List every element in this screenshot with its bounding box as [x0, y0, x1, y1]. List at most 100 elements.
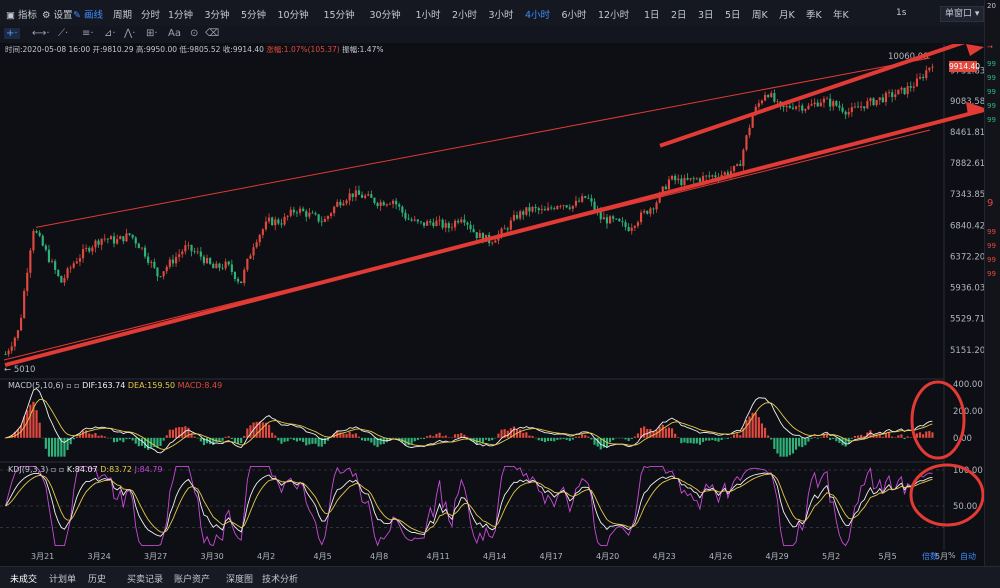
macd-bar	[881, 436, 884, 438]
candle-body	[116, 239, 119, 244]
candle-body	[236, 278, 240, 282]
period-tab[interactable]: 12小时	[598, 10, 630, 21]
period-tab[interactable]: 年K	[833, 10, 849, 21]
indicators-button[interactable]: ▣ 指标	[6, 10, 38, 21]
period-tab[interactable]: 4小时	[525, 10, 551, 21]
interval-button[interactable]: 1s	[896, 8, 907, 18]
macd-bar	[410, 437, 413, 444]
text-tool-icon[interactable]: Aa	[168, 28, 181, 39]
period-tab[interactable]: 月K	[779, 10, 795, 21]
line-tool-icon[interactable]: ⟷·	[32, 28, 50, 39]
ray-tool-icon[interactable]: ⟋·	[58, 28, 69, 39]
period-tab[interactable]: 季K	[806, 10, 822, 21]
eraser-tool-icon[interactable]: ⌫	[205, 28, 220, 39]
macd-bar	[624, 437, 627, 440]
candle-body	[354, 190, 357, 197]
bottom-tab[interactable]: 历史	[88, 575, 107, 585]
time-axis-label: 3月21	[31, 552, 55, 561]
macd-bar	[453, 434, 457, 438]
period-tab[interactable]: 分时	[141, 10, 161, 21]
macd-bar	[320, 437, 323, 447]
bottom-tab[interactable]: 买卖记录	[127, 575, 164, 585]
candle-body	[435, 220, 438, 227]
macd-bar	[714, 437, 717, 441]
candle-body	[230, 264, 233, 272]
candle-body	[736, 164, 739, 166]
lock-tool-icon[interactable]: ⊙	[190, 28, 199, 39]
candle-body	[410, 219, 413, 221]
macd-bar	[677, 437, 680, 438]
period-tab[interactable]: 5日	[725, 10, 741, 21]
bottom-tab[interactable]: 深度图	[226, 575, 254, 585]
candle-body	[680, 178, 683, 186]
price-axis-label: 8461.81	[950, 128, 984, 138]
macd-bar	[931, 432, 934, 438]
period-tab[interactable]: 30分钟	[369, 10, 401, 21]
period-tab[interactable]: 6小时	[561, 10, 587, 21]
percent-toggle[interactable]: %	[948, 551, 956, 560]
candle-body	[466, 222, 469, 225]
candle-body	[664, 186, 667, 190]
candle-body	[770, 93, 773, 97]
pattern-tool-icon[interactable]: ⋀·	[124, 28, 136, 39]
candle-body	[810, 104, 813, 106]
macd-bar	[379, 437, 382, 445]
macd-bar	[794, 437, 798, 450]
macd-bar	[13, 431, 16, 438]
macd-bar	[50, 437, 54, 457]
candle-body	[652, 208, 655, 210]
period-tab[interactable]: 2小时	[452, 10, 478, 21]
period-tab[interactable]: 3小时	[488, 10, 514, 21]
period-tab[interactable]: 15分钟	[323, 10, 355, 21]
period-tab[interactable]: 10分钟	[277, 10, 309, 21]
window-dropdown[interactable]: 单窗口 ▾	[940, 6, 985, 22]
macd-bar	[441, 436, 444, 438]
settings-button[interactable]: ⚙ 设置	[42, 10, 73, 21]
candle-body	[35, 231, 38, 233]
macd-bar	[41, 437, 44, 439]
macd-bar	[748, 416, 751, 438]
time-axis-label: 5月2	[822, 552, 841, 561]
macd-bar	[75, 436, 78, 438]
period-tab[interactable]: 3分钟	[204, 10, 230, 21]
bottom-tab[interactable]: 账户资产	[174, 575, 211, 585]
macd-axis-label: 0.00	[953, 434, 972, 444]
period-tab[interactable]: 1小时	[415, 10, 441, 21]
macd-bar	[47, 437, 51, 457]
macd-bar	[407, 437, 410, 446]
candle-body	[751, 114, 754, 128]
candle-body	[856, 106, 860, 108]
measure-tool-icon[interactable]: ⊞·	[146, 28, 158, 39]
macd-bar	[178, 427, 181, 438]
macd-bar	[819, 437, 822, 438]
macd-bar	[447, 437, 450, 438]
bottom-tab[interactable]: 未成交	[10, 575, 38, 585]
period-tab[interactable]: 周K	[752, 10, 768, 21]
period-tab[interactable]: 5分钟	[241, 10, 267, 21]
strip-ask: 99	[987, 102, 996, 110]
strip-bid: 99	[987, 242, 996, 250]
candle-body	[317, 214, 320, 222]
channel-tool-icon[interactable]: ≡·	[82, 28, 94, 39]
macd-bar	[345, 433, 348, 438]
bottom-tab[interactable]: 技术分析	[262, 575, 299, 585]
macd-bar	[103, 436, 106, 438]
period-tab[interactable]: 1分钟	[168, 10, 194, 21]
bottom-tabs: 未成交 计划单 历史 买卖记录 账户资产 深度图 技术分析	[0, 566, 1000, 588]
period-tab[interactable]: 3日	[698, 10, 714, 21]
multiplier-toggle[interactable]: 倍数	[922, 552, 938, 561]
macd-bar	[559, 437, 562, 440]
candle-body	[103, 238, 106, 240]
candle-body	[615, 218, 618, 220]
draw-button[interactable]: ✎ 画线	[73, 10, 103, 21]
period-tab[interactable]: 1日	[644, 10, 660, 21]
cursor-tool-icon[interactable]: +·	[4, 28, 20, 39]
auto-toggle[interactable]: 自动	[960, 552, 976, 561]
bottom-tab[interactable]: 计划单	[49, 575, 77, 585]
time-axis-label: 4月11	[426, 552, 450, 561]
macd-bar	[258, 421, 261, 438]
candle-body	[612, 216, 615, 219]
period-tab[interactable]: 2日	[671, 10, 687, 21]
fib-tool-icon[interactable]: ⊿·	[104, 28, 116, 39]
